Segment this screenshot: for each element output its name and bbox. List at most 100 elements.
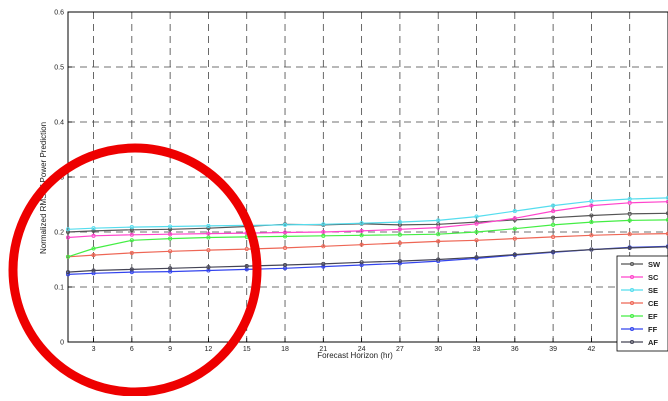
data-point-se [512,209,517,214]
data-point-se [627,196,632,202]
data-point-sw [397,222,402,227]
y-tick-label: 0.1 [54,285,64,292]
data-point-af [551,249,556,254]
data-point-af [65,270,71,275]
data-point-ef [65,254,71,259]
legend: SW SC SE CE EF FF AF [616,255,668,352]
legend-label-af: AF [648,338,658,347]
data-point-se [436,218,441,223]
data-point-af [321,261,326,266]
x-tick-label: 33 [473,346,481,353]
data-point-sw [65,229,71,235]
data-point-af [512,252,517,257]
series-line-sc [67,201,668,239]
legend-label-ce: CE [648,299,658,308]
x-tick-label: 42 [588,346,596,353]
legend-label-se: SE [648,286,658,295]
data-point-se [282,222,288,227]
x-tick-label: 39 [549,346,557,353]
data-point-se [65,227,71,232]
legend-marker-ef [629,313,635,319]
series-line-af [67,246,668,273]
data-point-ef [321,233,326,238]
annotation-circle [8,143,262,397]
data-point-ce [244,246,249,252]
data-point-ce [321,244,326,249]
legend-label-sw: SW [648,260,661,269]
data-point-ef [627,218,632,223]
data-point-sc [65,235,71,240]
data-point-ce [206,248,211,253]
data-point-ef [436,232,441,237]
data-point-ef [129,238,134,243]
data-point-se [321,222,326,227]
data-point-se [589,199,594,204]
data-point-ce [129,250,134,255]
data-point-ef [397,232,402,237]
data-point-af [436,257,441,262]
x-tick-label: 36 [511,346,519,353]
data-point-sw [91,228,96,233]
data-point-ef [206,235,211,240]
data-point-ce [168,249,173,254]
data-point-af [206,265,211,270]
data-point-ce [551,234,556,239]
grid-layer [68,12,668,342]
data-point-se [665,195,668,200]
data-point-se [397,220,402,225]
data-point-se [91,226,96,231]
x-tick-label: 9 [168,346,172,353]
data-point-se [129,224,134,230]
data-point-ff [65,272,71,277]
data-point-ce [512,236,517,241]
x-tick-label: 21 [319,346,327,353]
x-axis-label: Forecast Horizon (hr) [317,351,393,360]
series-line-ce [67,233,668,258]
data-point-ef [359,233,364,238]
data-point-sw [129,227,134,232]
data-point-sc [551,209,556,214]
data-point-ff [359,262,364,268]
data-point-af [282,262,288,268]
data-point-sc [91,233,96,238]
data-point-sw [206,226,211,231]
data-point-af [359,260,364,265]
data-point-ef [551,222,556,227]
series-line-se [67,197,668,230]
x-tick-label: 27 [396,346,404,353]
x-tick-label: 24 [358,346,366,353]
data-point-se [168,224,173,229]
data-point-sc [589,203,594,208]
data-point-ef [589,220,594,225]
legend-marker-sc [629,274,635,280]
data-point-ce [474,238,479,243]
data-point-ef [91,246,96,251]
data-point-sc [129,232,134,237]
legend-marker-af [629,339,635,345]
data-point-sw [665,211,668,216]
data-point-sc [397,227,402,232]
data-point-af [589,247,594,252]
data-point-sw [589,213,594,218]
legend-label-ef: EF [648,312,658,321]
data-point-ce [627,232,632,237]
legend-marker-ce [629,300,635,306]
y-tick-label: 0 [60,340,64,347]
data-point-ff [91,271,96,276]
data-point-se [206,223,211,228]
data-point-ce [397,240,402,246]
data-point-sc [168,232,173,237]
data-point-af [244,264,249,269]
data-point-ef [168,236,173,241]
data-point-sc [359,228,364,233]
data-point-af [129,267,134,272]
data-point-ef [474,229,479,235]
data-point-af [397,259,402,264]
data-point-sc [321,229,326,235]
x-tick-label: 12 [205,346,213,353]
data-point-ce [359,242,364,247]
series-af [65,244,668,275]
y-tick-label: 0.2 [54,230,64,237]
